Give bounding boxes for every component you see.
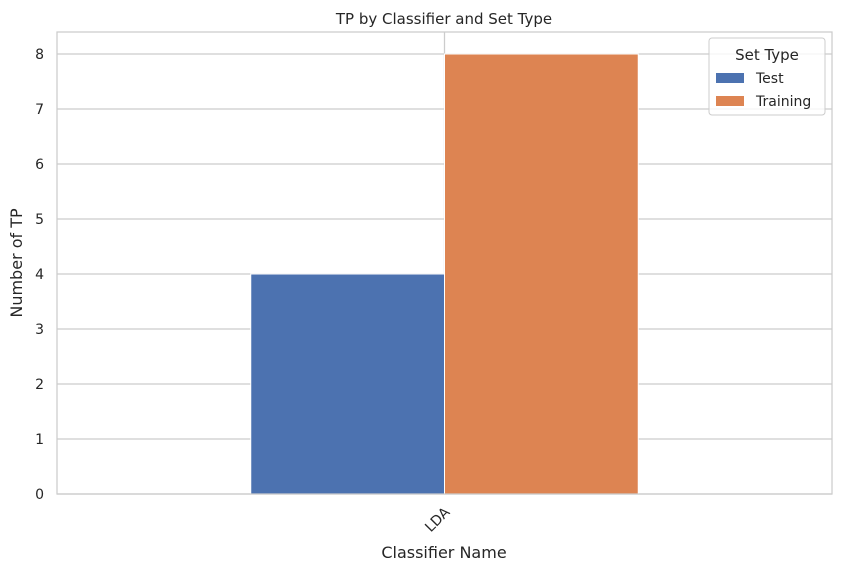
y-tick-label: 1 [35,432,44,448]
y-tick-label: 2 [35,377,44,393]
plot-frame [56,31,833,495]
legend-title: Set Type [735,46,799,64]
y-tick-labels: 0 1 2 3 4 5 6 7 8 [35,47,44,503]
bar-training-lda [444,53,639,495]
legend-label-test: Test [755,71,784,87]
y-tick-label: 7 [35,102,44,118]
legend-box [708,37,826,116]
legend-swatch-training [716,96,744,106]
chart-title: TP by Classifier and Set Type [335,10,552,28]
legend: Set Type Test Training [708,37,826,116]
bar-test-lda [250,273,445,495]
legend-swatch-test [716,73,744,83]
y-tick-label: 4 [35,267,44,283]
x-axis-label: Classifier Name [381,543,506,562]
x-tick-label: LDA [422,504,453,535]
y-tick-label: 6 [35,157,44,173]
bars [250,53,639,495]
y-tick-label: 0 [35,487,44,503]
x-tick-labels: LDA [422,504,453,535]
y-axis-label: Number of TP [7,208,26,318]
y-tick-label: 3 [35,322,44,338]
y-tick-label: 8 [35,47,44,63]
legend-label-training: Training [755,94,811,110]
y-tick-label: 5 [35,212,44,228]
